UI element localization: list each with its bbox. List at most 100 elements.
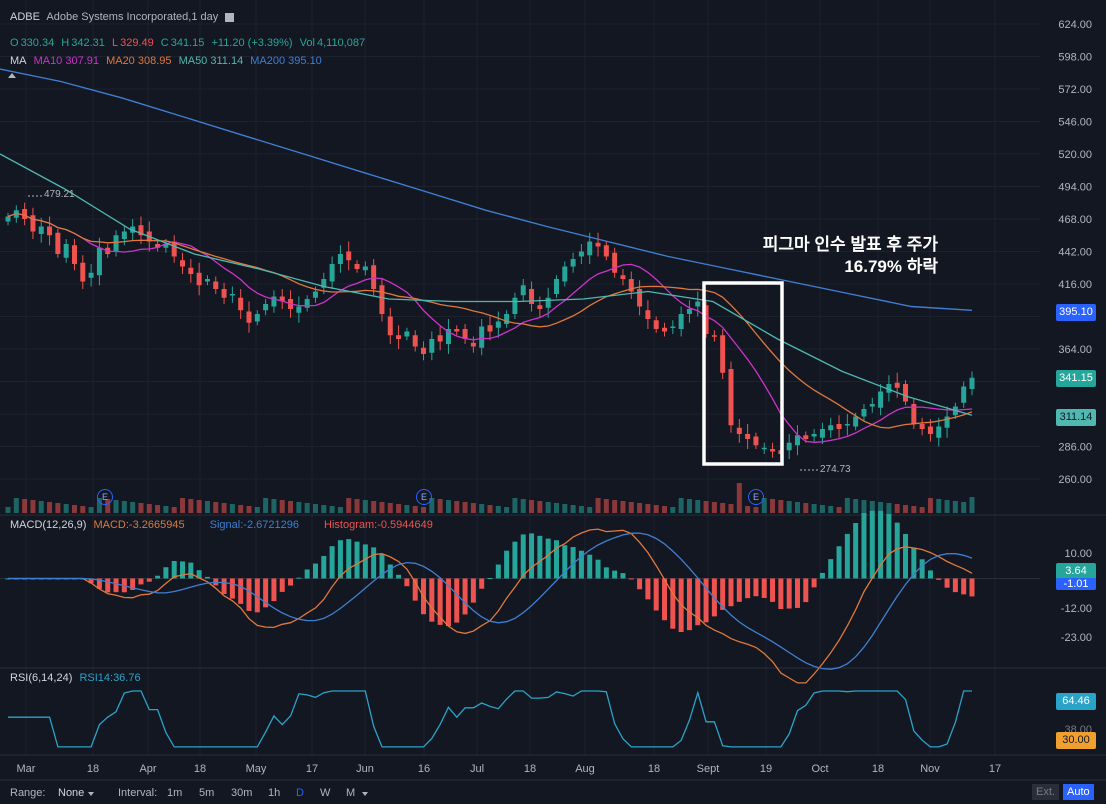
- volume-bar: [22, 499, 28, 513]
- candle-body: [786, 442, 792, 451]
- volume-bar: [952, 501, 958, 513]
- candle-body: [204, 279, 210, 282]
- interval-1m[interactable]: 1m: [167, 787, 183, 799]
- candle-body: [188, 267, 194, 274]
- candle-body: [445, 329, 451, 344]
- volume-bar: [844, 498, 850, 513]
- volume-bar: [894, 504, 900, 513]
- bottom-toolbar: Range: None Interval: 1m 5m 30m 1h D W M…: [0, 782, 1106, 804]
- interval-5m[interactable]: 5m: [199, 787, 215, 799]
- candle-body: [529, 289, 535, 304]
- candle-body: [512, 297, 518, 314]
- volume-bar: [761, 498, 767, 513]
- interval-d[interactable]: D: [296, 787, 304, 799]
- candle-body: [720, 335, 726, 373]
- interval-30m[interactable]: 30m: [231, 787, 253, 799]
- macd-histogram-bar: [745, 578, 751, 599]
- range-dropdown[interactable]: None: [58, 787, 85, 799]
- volume-bar: [927, 498, 933, 513]
- volume-bar: [362, 500, 368, 513]
- candle-body: [969, 377, 975, 389]
- macd-histogram-bar: [770, 578, 776, 602]
- price-tick-label: 624.00: [1058, 19, 1092, 31]
- volume-bar: [903, 505, 909, 513]
- macd-histogram-bar: [462, 578, 468, 615]
- symbol-header: ADBE Adobe Systems Incorporated,1 day: [10, 11, 238, 23]
- macd-histogram-bar: [919, 559, 925, 579]
- macd-histogram-bar: [445, 578, 451, 627]
- candle-body: [238, 297, 244, 311]
- macd-histogram-bar: [736, 578, 742, 602]
- settings-icon[interactable]: [225, 12, 235, 22]
- volume-bar: [180, 498, 186, 513]
- ext-hours-toggle[interactable]: Ext.: [1032, 784, 1059, 800]
- volume-bar: [562, 504, 568, 513]
- candle-body: [653, 320, 659, 329]
- volume-bar: [146, 504, 152, 513]
- chart-canvas: 624.00 598.00 572.00 546.00 520.00 494.00 468.…: [0, 0, 1106, 781]
- candle-body: [5, 216, 11, 222]
- volume-bar: [263, 498, 269, 513]
- candle-body: [612, 252, 618, 273]
- volume-bar: [105, 499, 111, 513]
- macd-histogram-bar: [479, 578, 485, 589]
- chevron-down-icon[interactable]: [362, 792, 368, 796]
- volume-bar: [387, 503, 393, 513]
- candle-body: [55, 232, 61, 254]
- candle-body: [312, 291, 318, 298]
- volume-bar: [911, 506, 917, 513]
- macd-histogram-bar: [537, 535, 543, 579]
- volume-bar: [570, 505, 576, 513]
- candle-body: [844, 424, 850, 426]
- price-tick-label: 520.00: [1058, 149, 1092, 161]
- macd-histogram-bar: [271, 578, 277, 602]
- candle-body: [196, 272, 202, 286]
- candle-body: [761, 447, 767, 450]
- time-tick-label: 19: [760, 763, 772, 775]
- time-tick-label: 16: [418, 763, 430, 775]
- volume-bar: [296, 502, 302, 513]
- earnings-event-icon[interactable]: E: [748, 489, 764, 505]
- volume-bar: [753, 507, 759, 513]
- collapse-legend-icon[interactable]: [8, 73, 16, 78]
- volume-bar: [645, 504, 651, 513]
- signal-value: Signal:-2.6721296: [209, 519, 299, 531]
- change-value: +11.20 (+3.39%): [211, 37, 293, 49]
- signal-line: [8, 532, 973, 670]
- candle-body: [271, 296, 277, 307]
- candle-body: [753, 436, 759, 446]
- earnings-event-icon[interactable]: E: [97, 489, 113, 505]
- chevron-down-icon[interactable]: [88, 792, 94, 796]
- candle-body: [861, 409, 867, 417]
- auto-scale-toggle[interactable]: Auto: [1063, 784, 1094, 800]
- volume-bar: [396, 504, 402, 513]
- macd-histogram-bar: [487, 578, 493, 580]
- volume-bar: [421, 507, 427, 513]
- interval-m[interactable]: M: [346, 787, 356, 799]
- symbol-name[interactable]: ADBE: [10, 11, 40, 23]
- candle-body: [80, 262, 86, 282]
- candle-body: [961, 386, 967, 403]
- volume-value: 4,110,087: [316, 37, 366, 49]
- macd-histogram-bar: [545, 538, 551, 579]
- time-tick-label: Apr: [139, 763, 156, 775]
- macd-histogram-bar: [844, 533, 850, 579]
- candle-body: [354, 264, 360, 269]
- earnings-event-icon[interactable]: E: [416, 489, 432, 505]
- candle-body: [695, 301, 701, 307]
- low-value: 329.49: [120, 37, 154, 49]
- volume-bar: [553, 503, 559, 513]
- macd-histogram-bar: [371, 547, 377, 579]
- volume-bar: [728, 504, 734, 513]
- volume-bar: [695, 500, 701, 513]
- interval-w[interactable]: W: [320, 787, 331, 799]
- volume-bar: [686, 499, 692, 513]
- candle-body: [163, 244, 169, 248]
- close-value: 341.15: [170, 37, 205, 49]
- candle-body: [927, 426, 933, 434]
- rsi-high-tag: 64.46: [1056, 693, 1096, 710]
- volume-bar: [745, 506, 751, 513]
- high-label: H: [61, 37, 70, 49]
- macd-histogram-bar: [620, 573, 626, 579]
- interval-1h[interactable]: 1h: [268, 787, 281, 799]
